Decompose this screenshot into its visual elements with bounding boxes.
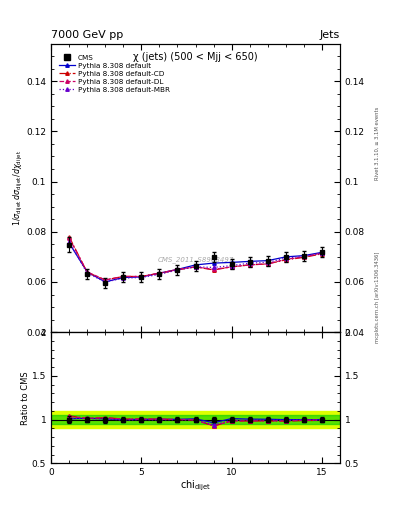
Legend: CMS, Pythia 8.308 default, Pythia 8.308 default-CD, Pythia 8.308 default-DL, Pyt: CMS, Pythia 8.308 default, Pythia 8.308 …	[58, 53, 171, 94]
Text: Rivet 3.1.10, ≥ 3.1M events: Rivet 3.1.10, ≥ 3.1M events	[375, 106, 380, 180]
Text: CMS_2011_S8968497: CMS_2011_S8968497	[157, 257, 234, 263]
Y-axis label: Ratio to CMS: Ratio to CMS	[22, 371, 31, 424]
Bar	[51, 411, 340, 429]
Y-axis label: $1/\sigma_{\rm dijet}\,d\sigma_{\rm dijet}/d\chi_{\rm dijet}$: $1/\sigma_{\rm dijet}\,d\sigma_{\rm dije…	[12, 150, 25, 226]
Bar	[51, 415, 340, 424]
Text: χ (jets) (500 < Mjj < 650): χ (jets) (500 < Mjj < 650)	[133, 52, 258, 62]
X-axis label: chi$_{\rm dijet}$: chi$_{\rm dijet}$	[180, 479, 211, 493]
Text: Jets: Jets	[320, 30, 340, 40]
Text: 7000 GeV pp: 7000 GeV pp	[51, 30, 123, 40]
Text: mcplots.cern.ch [arXiv:1306.3436]: mcplots.cern.ch [arXiv:1306.3436]	[375, 251, 380, 343]
